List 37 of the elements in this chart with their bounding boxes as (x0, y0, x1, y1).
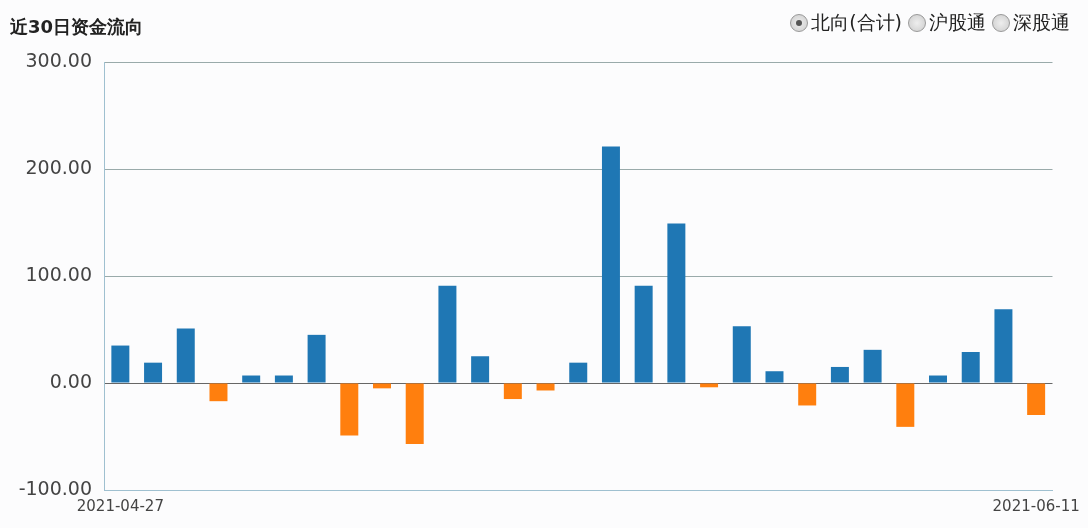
bar (929, 375, 948, 383)
bar (798, 383, 817, 406)
y-tick-label: 200.00 (25, 155, 92, 178)
bar (405, 383, 424, 444)
bar (601, 146, 620, 383)
y-tick-label: 0.00 (49, 369, 92, 392)
bar (1027, 383, 1046, 416)
bar (765, 371, 784, 383)
x-tick-label: 2021-06-11 (992, 496, 1080, 515)
bar (830, 366, 849, 383)
bar (307, 334, 326, 383)
bar (209, 383, 228, 402)
x-tick-label: 2021-04-27 (76, 496, 164, 515)
bar (176, 328, 195, 383)
y-tick-label: 100.00 (25, 262, 92, 285)
bar (242, 375, 261, 383)
bar (438, 285, 457, 383)
text: 深股通 (1013, 10, 1070, 35)
bar (144, 362, 163, 383)
bar (667, 223, 686, 383)
chart-title: 近30日资金流向 (9, 15, 144, 37)
legend-label: 北向(合计) (811, 10, 902, 35)
bar (274, 375, 293, 383)
bar (111, 345, 130, 383)
text: 沪股通 (929, 10, 986, 35)
y-tick-label: 300.00 (25, 48, 92, 71)
bar (471, 356, 490, 383)
bar (961, 351, 980, 383)
y-tick-label: -100.00 (18, 476, 92, 499)
bar (994, 309, 1013, 383)
bar (340, 383, 359, 436)
bar (863, 349, 882, 383)
bar (503, 383, 522, 400)
bar (896, 383, 915, 427)
bar (634, 285, 653, 383)
bar (569, 362, 588, 383)
bar (732, 326, 751, 383)
